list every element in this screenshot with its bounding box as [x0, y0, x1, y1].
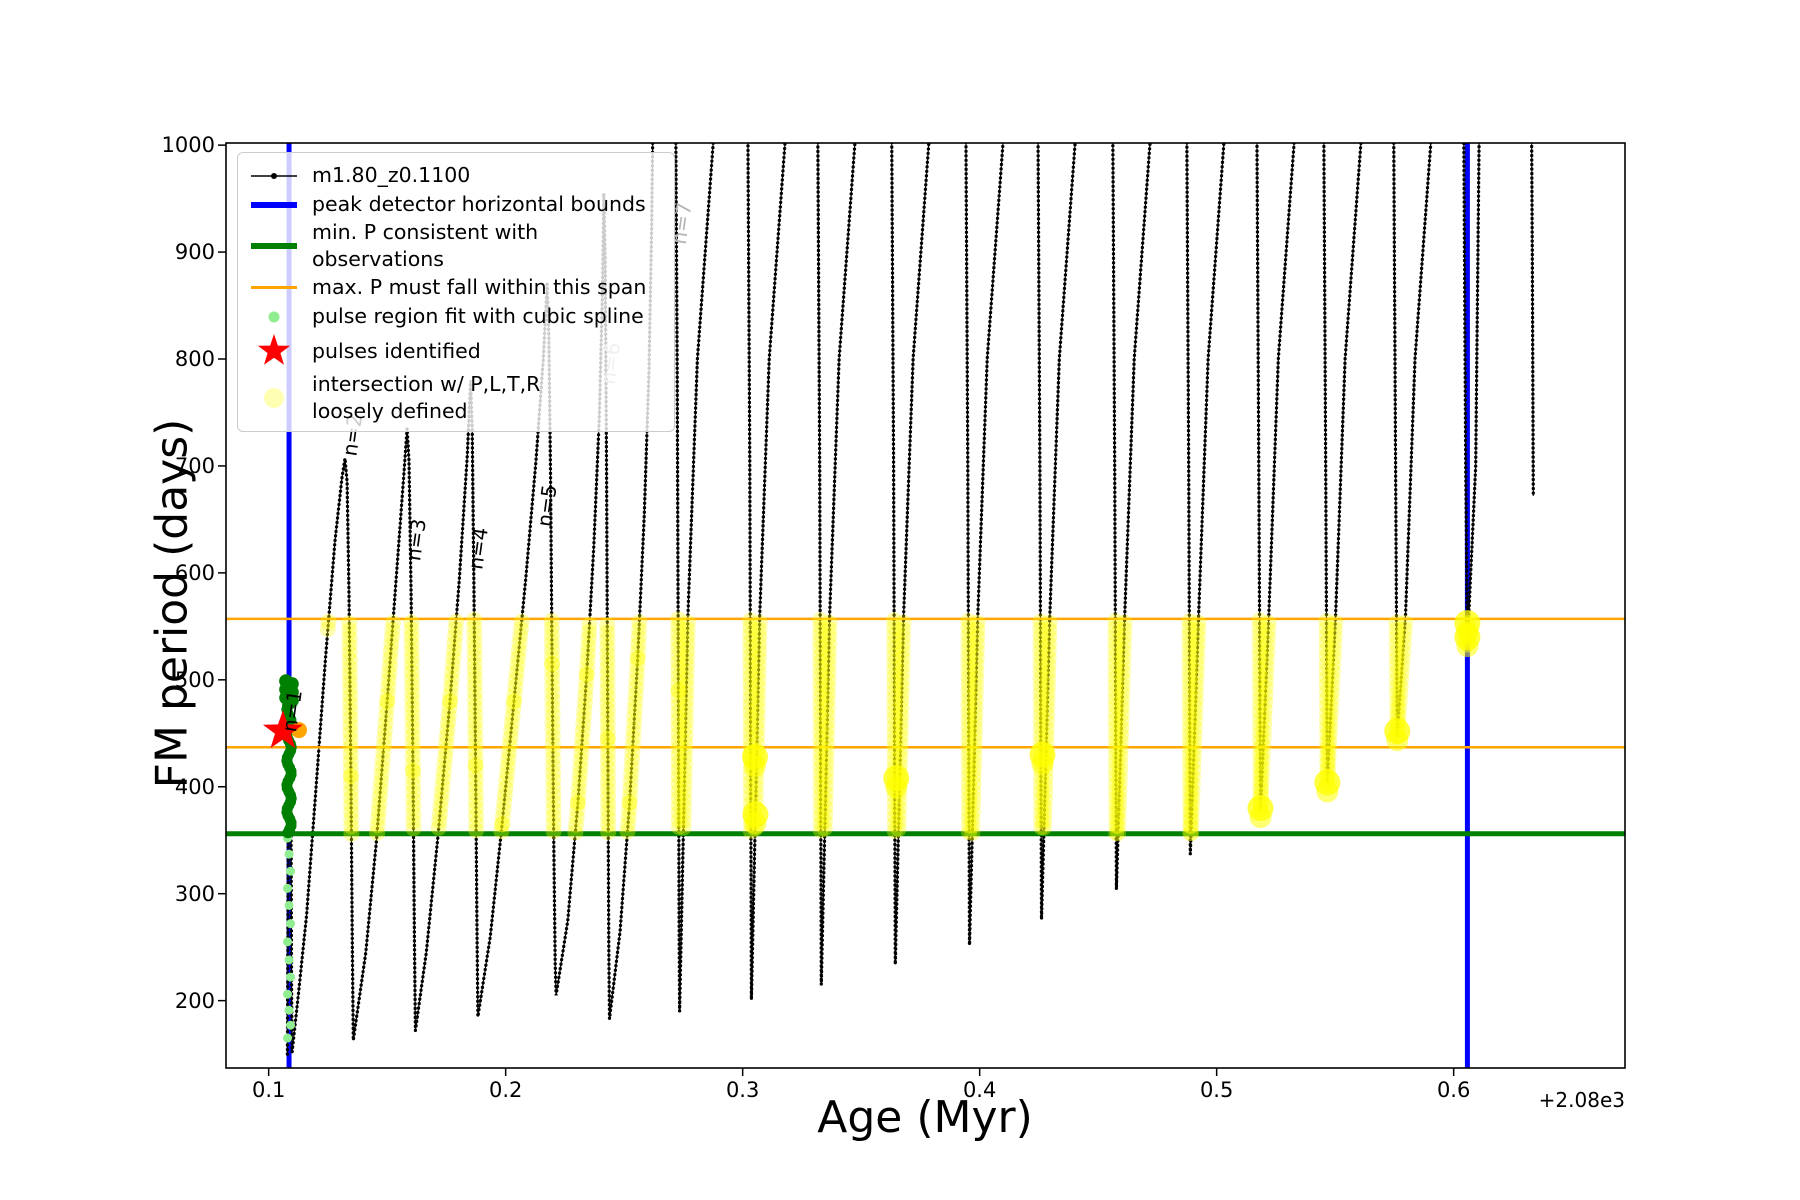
x-tick-label: 0.3: [725, 1078, 760, 1102]
lightgreen-dot-icon: [248, 309, 300, 325]
x-tick-label: 0.5: [1199, 1078, 1234, 1102]
green-line-swatch-icon: [248, 243, 300, 249]
x-tick-label: 0.2: [488, 1078, 523, 1102]
intersection-markers: [319, 610, 1481, 842]
blue-line-swatch-icon: [248, 201, 300, 208]
green-cluster: [279, 674, 299, 839]
legend-entry-min-p: min. P consistent with observations: [248, 219, 664, 273]
y-tick-label: 200: [174, 988, 215, 1013]
legend-entry-intersection: intersection w/ P,L,T,R loosely defined: [248, 371, 664, 425]
legend-entry-pulses: pulses identified: [248, 331, 664, 371]
pulse-star-marker: [262, 710, 303, 749]
y-tick-label: 900: [174, 240, 215, 265]
legend-entry-series: m1.80_z0.1100: [248, 161, 664, 190]
y-tick-label: 700: [174, 453, 215, 478]
line-dot-swatch-icon: [248, 171, 300, 181]
y-tick-label: 500: [174, 667, 215, 692]
y-tick-label: 300: [174, 881, 215, 906]
orange-line-swatch-icon: [248, 286, 300, 289]
x-tick-label: 0.6: [1436, 1078, 1471, 1102]
y-tick-label: 800: [174, 347, 215, 371]
y-axis-label: FM period (days): [146, 418, 198, 789]
pulse-label: n=5: [532, 483, 562, 528]
x-axis-label: Age (Myr): [817, 1092, 1033, 1143]
y-tick-label: 400: [174, 774, 215, 799]
axis-offset-text: +2.08e3: [1538, 1088, 1625, 1112]
y-tick-label: 600: [174, 560, 215, 585]
x-tick-label: 0.4: [962, 1078, 997, 1102]
pulse-label: n=4: [463, 526, 493, 571]
legend-entry-max-p: max. P must fall within this span: [248, 273, 664, 302]
red-star-icon: [248, 331, 300, 371]
pulse-label: n=1: [277, 688, 307, 733]
pulse-label: n=3: [401, 517, 431, 562]
legend: m1.80_z0.1100 peak detector horizontal b…: [237, 152, 675, 432]
legend-entry-pulse-region: pulse region fit with cubic spline: [248, 302, 664, 331]
legend-entry-peak-bounds: peak detector horizontal bounds: [248, 190, 664, 219]
yellow-dot-icon: [248, 385, 300, 411]
x-tick-label: 0.1: [251, 1078, 286, 1102]
y-tick-label: 1000: [161, 133, 215, 158]
